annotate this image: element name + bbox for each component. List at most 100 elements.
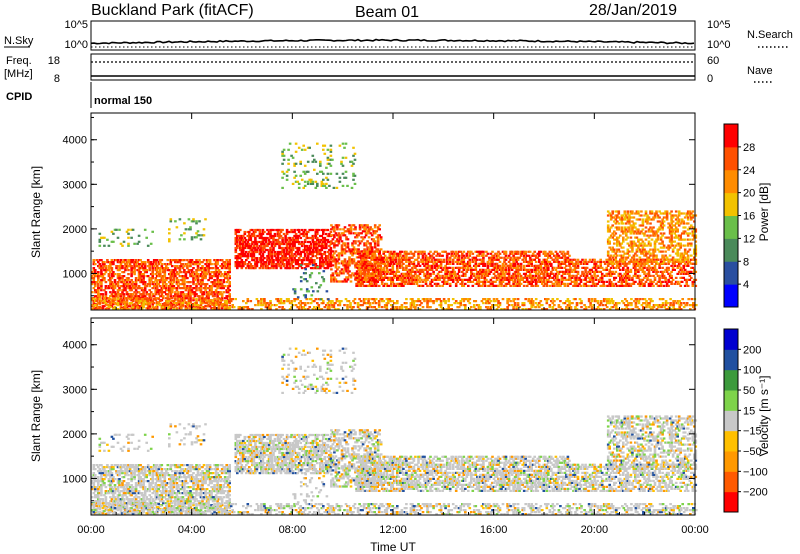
power-cell bbox=[509, 266, 512, 269]
date-label: 28/Jan/2019 bbox=[589, 2, 677, 19]
power-cell bbox=[193, 295, 197, 298]
power-cell bbox=[125, 267, 129, 270]
power-cell bbox=[421, 262, 425, 265]
power-cell bbox=[373, 284, 376, 287]
power-cell bbox=[570, 260, 574, 263]
power-cell bbox=[115, 267, 118, 270]
power-cell bbox=[494, 274, 497, 277]
power-cell bbox=[319, 257, 322, 260]
power-cell bbox=[562, 276, 565, 279]
power-cell bbox=[411, 252, 414, 255]
power-cell bbox=[600, 278, 604, 281]
power-cell bbox=[643, 214, 646, 217]
power-cell bbox=[330, 242, 333, 245]
power-cell bbox=[451, 280, 455, 283]
power-cell bbox=[330, 250, 333, 253]
power-cell bbox=[267, 257, 271, 260]
power-cell bbox=[149, 277, 153, 280]
power-cell bbox=[376, 226, 380, 229]
power-cell bbox=[248, 267, 251, 270]
power-cell bbox=[655, 232, 658, 235]
power-cell bbox=[608, 280, 611, 283]
power-cell bbox=[531, 252, 535, 255]
power-cell bbox=[468, 260, 472, 263]
power-cell bbox=[293, 228, 296, 232]
power-cell bbox=[205, 259, 209, 262]
power-cell bbox=[412, 254, 416, 257]
power-cell bbox=[290, 238, 293, 242]
power-cell bbox=[157, 279, 160, 282]
cpid-label: CPID bbox=[6, 91, 32, 103]
power-cell bbox=[445, 252, 449, 255]
power-cell bbox=[328, 265, 331, 268]
power-cell bbox=[169, 293, 173, 296]
power-cell bbox=[482, 264, 485, 267]
power-cell bbox=[151, 269, 154, 272]
power-cell bbox=[635, 244, 639, 247]
power-cell bbox=[528, 262, 532, 265]
power-cell bbox=[436, 272, 440, 275]
power-cell bbox=[376, 272, 379, 275]
power-cell bbox=[643, 258, 646, 261]
power-cell bbox=[691, 282, 695, 285]
power-cell bbox=[358, 276, 361, 279]
power-cell bbox=[343, 258, 347, 261]
power-cell bbox=[513, 252, 517, 255]
power-cell bbox=[92, 269, 96, 272]
power-cell bbox=[168, 291, 171, 294]
power-cell bbox=[254, 240, 257, 244]
power-cell bbox=[119, 303, 123, 306]
power-cell bbox=[159, 275, 162, 278]
power-cell bbox=[139, 305, 142, 308]
power-cell bbox=[609, 284, 613, 287]
power-cell bbox=[527, 268, 530, 271]
power-cell bbox=[650, 280, 654, 283]
power-cell bbox=[223, 285, 227, 288]
power-cell bbox=[314, 228, 318, 232]
power-cell bbox=[323, 246, 327, 250]
power-cell bbox=[106, 261, 109, 264]
power-cell bbox=[162, 291, 165, 294]
power-cell bbox=[325, 257, 328, 260]
power-cell bbox=[477, 278, 481, 281]
power-cell bbox=[174, 269, 177, 272]
power-cell bbox=[95, 305, 99, 308]
power-cell bbox=[205, 261, 209, 264]
power-cell bbox=[270, 255, 274, 258]
power-cell bbox=[130, 269, 133, 272]
power-cell bbox=[373, 224, 377, 227]
power-cell bbox=[368, 256, 372, 259]
power-cell bbox=[228, 271, 231, 274]
power-cell bbox=[516, 270, 520, 273]
power-cell bbox=[357, 240, 360, 243]
power-cell bbox=[319, 259, 322, 262]
power-cell bbox=[534, 264, 538, 267]
power-cell bbox=[637, 260, 640, 263]
power-cell bbox=[623, 210, 627, 213]
power-cell bbox=[468, 278, 472, 281]
power-cell bbox=[560, 266, 564, 269]
power-cell bbox=[166, 293, 170, 296]
power-cell bbox=[252, 234, 256, 238]
power-cell bbox=[644, 220, 648, 223]
power-cell bbox=[394, 284, 398, 287]
power-cell bbox=[258, 250, 262, 254]
power-cell bbox=[357, 256, 360, 259]
power-cell bbox=[186, 271, 189, 274]
power-cell bbox=[640, 210, 643, 213]
power-cell bbox=[240, 242, 244, 246]
power-cell bbox=[316, 257, 319, 260]
power-cell bbox=[519, 254, 523, 257]
power-cell bbox=[151, 230, 154, 233]
power-cell bbox=[293, 244, 296, 248]
power-cell bbox=[456, 252, 459, 255]
power-cell bbox=[358, 254, 361, 257]
power-cell bbox=[485, 270, 488, 273]
power-cell bbox=[184, 275, 188, 278]
power-cell bbox=[246, 255, 250, 258]
power-cell bbox=[130, 297, 133, 300]
power-cell bbox=[631, 246, 634, 249]
power-cell bbox=[655, 260, 658, 263]
power-cell bbox=[287, 250, 290, 254]
power-cell bbox=[143, 285, 147, 288]
